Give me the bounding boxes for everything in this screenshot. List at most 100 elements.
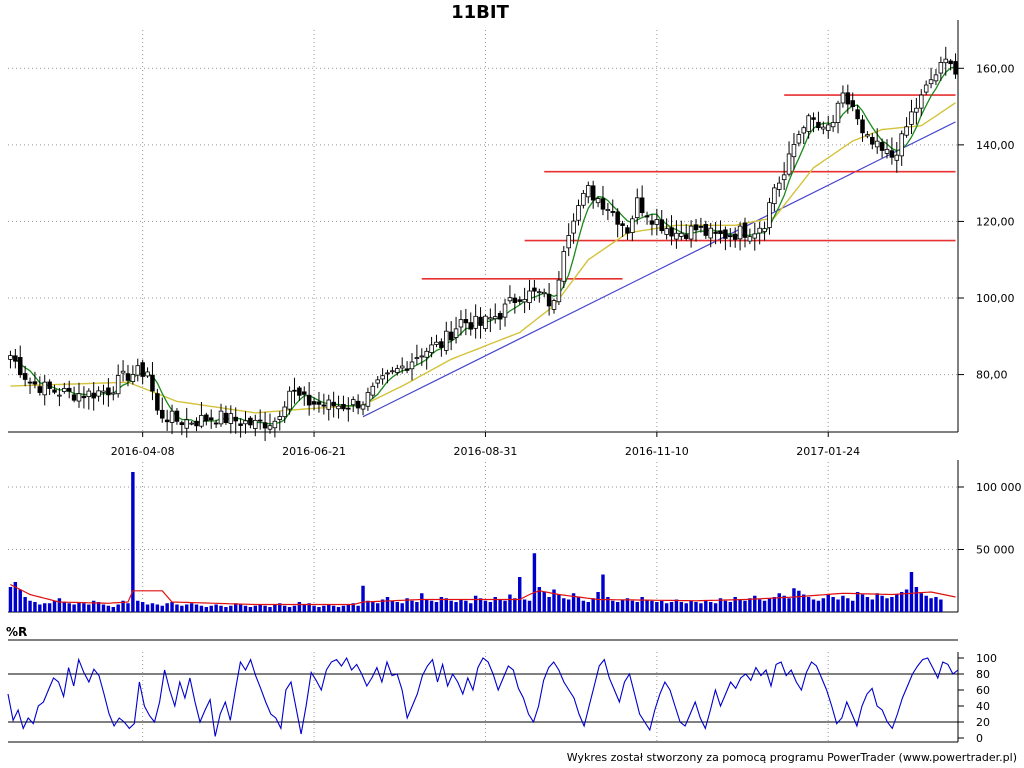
volume-bar [346, 604, 351, 612]
candle-body [840, 92, 846, 104]
wr-tick-label: 0 [976, 732, 983, 745]
price-tick-label: 80,00 [976, 369, 1008, 382]
volume-bar [52, 600, 57, 612]
volume-bar [361, 585, 365, 612]
volume-bar [67, 603, 71, 612]
volume-bar [694, 602, 698, 612]
candle-body [561, 251, 567, 282]
volume-bar [209, 605, 213, 612]
volume-bar [410, 600, 414, 612]
volume-bar [263, 605, 267, 612]
volume-moving-average [10, 583, 956, 606]
volume-bar [518, 577, 522, 612]
volume-bar [620, 599, 625, 612]
volume-bar [552, 589, 556, 612]
candle-body [698, 225, 704, 228]
candle-body [409, 361, 415, 370]
candle-body [419, 355, 425, 358]
volume-bar [287, 607, 292, 612]
volume-bar [160, 605, 164, 612]
candle-body [517, 299, 522, 302]
candle-body [111, 392, 116, 395]
volume-bar [150, 603, 155, 612]
volume-bar [57, 598, 62, 612]
candle-body [654, 219, 660, 225]
volume-bar [718, 598, 723, 612]
volume-bar [851, 600, 855, 612]
volume-bar [91, 600, 96, 612]
volume-bar [674, 599, 679, 612]
candle-body [634, 197, 640, 218]
volume-bar [155, 604, 160, 612]
volume-bar [566, 599, 571, 612]
volume-bar [493, 597, 497, 612]
candle-body [943, 58, 949, 64]
candle-body [404, 368, 410, 371]
candle-body [155, 393, 160, 411]
candle-body [179, 422, 185, 426]
volume-bar [101, 604, 106, 612]
candle-body [556, 279, 562, 303]
candle-body [571, 220, 576, 234]
volume-bar [655, 602, 659, 612]
volume-bar [23, 597, 27, 612]
candle-body [870, 137, 875, 145]
volume-bar [165, 603, 169, 612]
candle-body [326, 399, 332, 410]
candle-body [282, 406, 287, 418]
wr-tick-label: 60 [976, 684, 990, 697]
volume-bar [248, 607, 253, 612]
candle-body [551, 300, 557, 310]
candle-body [57, 394, 62, 397]
candle-body [806, 115, 811, 132]
volume-bar [713, 603, 718, 612]
volume-bar [571, 593, 576, 612]
candle-body [399, 365, 405, 369]
candle-body [497, 313, 503, 320]
candle-body [81, 395, 87, 399]
volume-bar [767, 598, 772, 612]
candle-body [889, 150, 895, 158]
volume-bar [219, 605, 223, 612]
candle-body [865, 134, 870, 137]
volume-bar [140, 602, 145, 612]
candle-body [786, 153, 792, 175]
candle-body [821, 126, 826, 130]
volume-bar [18, 589, 22, 612]
volume-bar [542, 592, 546, 612]
volume-bar [748, 598, 752, 612]
candle-body [953, 61, 958, 75]
volume-bar [371, 602, 375, 612]
wr-tick-label: 80 [976, 668, 990, 681]
candle-body [272, 420, 278, 429]
volume-panel [8, 472, 956, 612]
volume-bar [757, 599, 762, 612]
volume-bar [890, 597, 894, 612]
volume-bar [424, 599, 429, 612]
volume-bar [302, 604, 306, 612]
candle-body [791, 144, 797, 158]
candle-body [453, 328, 459, 338]
candle-body [576, 205, 581, 221]
volume-bar [909, 572, 914, 612]
candle-body [150, 374, 155, 392]
candle-body [448, 331, 454, 341]
volume-bar [723, 600, 728, 612]
volume-bar [650, 600, 654, 612]
volume-bar [586, 602, 590, 612]
volume-bar [743, 600, 747, 612]
volume-bar [175, 604, 179, 612]
candle-body [385, 372, 390, 375]
candle-body [830, 122, 836, 128]
volume-bar [62, 602, 67, 612]
volume-bar [635, 602, 639, 612]
candle-body [71, 394, 77, 401]
candle-body [238, 423, 243, 426]
volume-bar [699, 603, 703, 612]
volume-bar [77, 602, 81, 612]
candle-body [27, 381, 33, 384]
candle-body [311, 401, 317, 405]
candle-body [248, 417, 253, 426]
volume-bar [72, 604, 76, 612]
volume-bar [664, 603, 669, 612]
